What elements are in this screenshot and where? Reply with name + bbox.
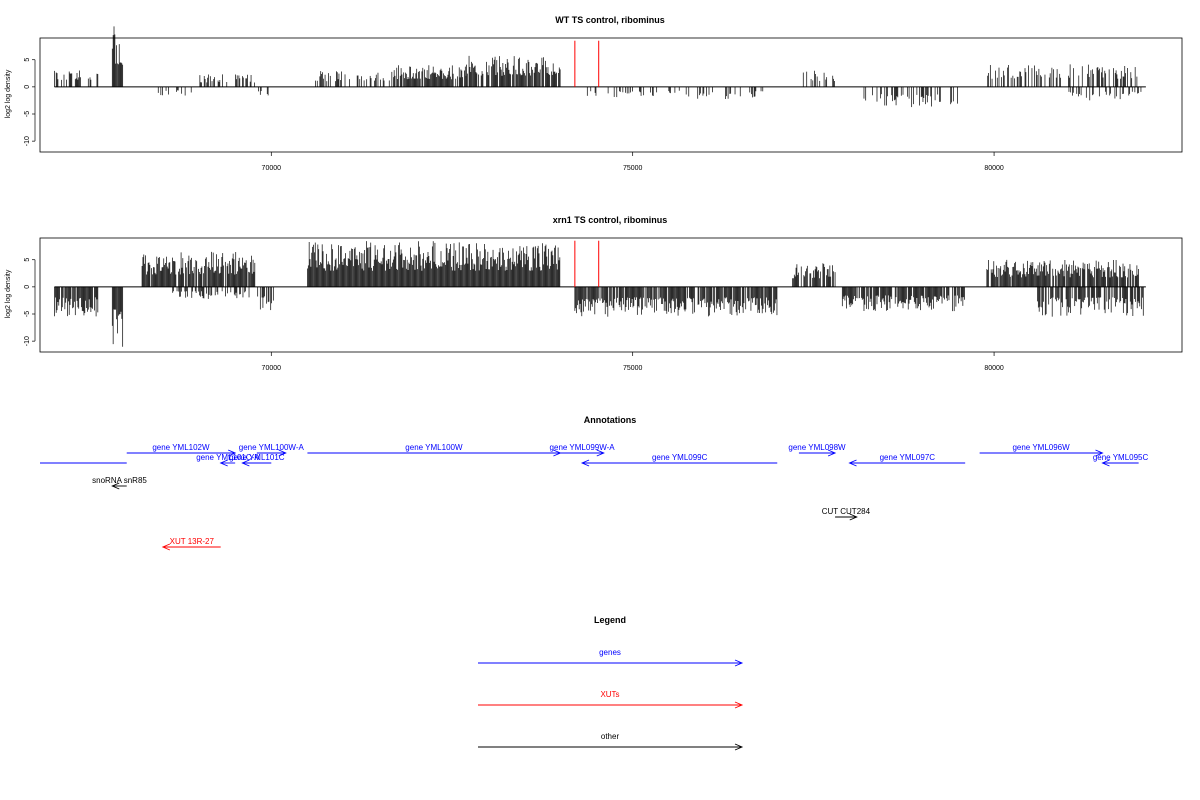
legend: Legend genes XUTs other: [478, 615, 744, 751]
x-tick-label: 80000: [984, 165, 1004, 172]
x-tick-label: 70000: [262, 365, 282, 372]
feature-arrowhead: [111, 482, 120, 490]
legend-title: Legend: [594, 615, 626, 625]
feature-arrowhead: [161, 543, 171, 551]
feature-arrowhead: [580, 459, 590, 467]
y-tick-label: 0: [24, 285, 31, 289]
feature-label: gene YML097C: [880, 453, 936, 462]
x-tick-label: 70000: [262, 165, 282, 172]
xrn1-panel-ylabel: log2 log density: [5, 269, 12, 318]
x-tick-label: 75000: [623, 165, 643, 172]
feature-arrowhead: [1095, 449, 1104, 457]
xrn1-plot-area: 5 0 -5 -10 70000 75000 80000: [24, 240, 1146, 372]
feature-arrowhead: [849, 513, 858, 521]
feature-label: gene YML100W-A: [239, 443, 305, 452]
y-tick-label: -10: [24, 336, 31, 346]
legend-label: XUTs: [600, 690, 619, 699]
feature-label: snoRNA snR85: [92, 476, 147, 485]
xrn1-panel-frame: [39, 237, 1183, 353]
feature-arrowhead: [219, 459, 228, 467]
legend-arrowhead: [734, 659, 744, 667]
feature-label: gene YML099W-A: [550, 443, 616, 452]
legend-items: genes XUTs other: [478, 648, 744, 751]
feature-label: CUT CUT284: [822, 507, 871, 516]
feature-arrowhead: [848, 459, 857, 467]
feature-arrowhead: [227, 449, 237, 457]
feature-label: gene YML101C-A: [196, 453, 260, 462]
feature-label: gene YML101C: [229, 453, 285, 462]
feature-arrowhead: [278, 449, 287, 457]
feature-label: gene YML096W: [1012, 443, 1070, 452]
feature-label: gene YML102W: [152, 443, 210, 452]
y-tick-label: -5: [24, 311, 31, 317]
feature-label: gene YML095C: [1093, 453, 1149, 462]
wt-panel-title: WT TS control, ribominus: [555, 15, 665, 25]
y-tick-label: -10: [24, 136, 31, 146]
y-tick-label: 5: [24, 58, 31, 62]
y-tick-label: -5: [24, 111, 31, 117]
wt-panel-ylabel: log2 log density: [5, 69, 12, 118]
wt-plot-area: 5 0 -5 -10 70000 75000 80000: [24, 26, 1146, 172]
feature-label: XUT 13R-27: [170, 537, 215, 546]
x-tick-label: 75000: [623, 365, 643, 372]
feature-arrowhead: [1101, 459, 1110, 467]
legend-arrowhead: [734, 743, 744, 751]
xrn1-density-panel: xrn1 TS control, ribominus log2 log dens…: [5, 215, 1183, 372]
wt-density-panel: WT TS control, ribominus log2 log densit…: [5, 15, 1183, 172]
xrn1-panel-title: xrn1 TS control, ribominus: [553, 215, 668, 225]
legend-arrowhead: [734, 701, 744, 709]
annotations-title: Annotations: [584, 415, 637, 425]
feature-label: gene YML098W: [788, 443, 846, 452]
legend-label: other: [601, 732, 620, 741]
feature-arrowhead: [827, 449, 837, 457]
y-tick-label: 0: [24, 85, 31, 89]
feature-arrowhead: [553, 449, 562, 457]
feature-arrowhead: [596, 449, 605, 457]
y-tick-label: 5: [24, 258, 31, 262]
wt-panel-frame: [39, 37, 1183, 153]
feature-label: gene YML099C: [652, 453, 708, 462]
feature-arrowhead: [241, 459, 250, 467]
legend-label: genes: [599, 648, 621, 657]
feature-label: gene YML100W: [405, 443, 463, 452]
x-tick-label: 80000: [984, 365, 1004, 372]
